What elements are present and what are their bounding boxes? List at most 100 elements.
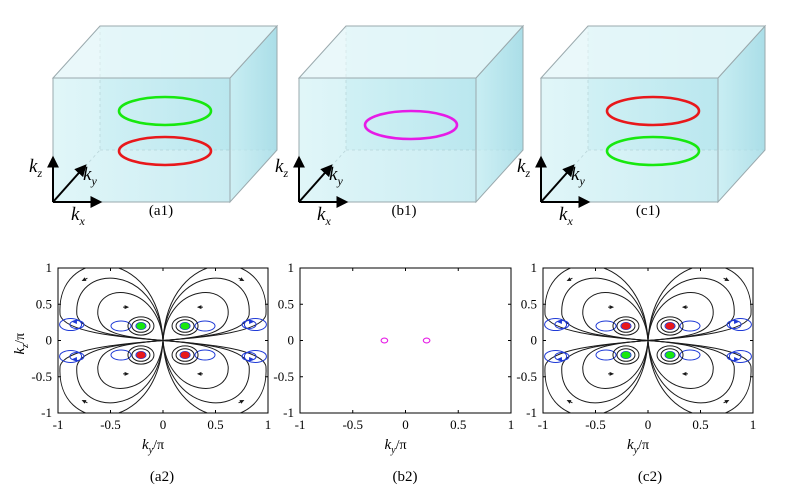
streamline-inner [582,340,649,366]
streamline-core-loop [616,348,636,362]
x-tick-label: 0 [160,417,167,432]
blue-vortex-loop [59,349,83,363]
plot-content [380,337,431,344]
ring-crossing-point [665,322,675,330]
x-tick-label: -0.5 [100,417,121,432]
streamline-core-loop [612,345,640,365]
streamline-outer [647,292,714,341]
y-tick-label: 0.5 [36,296,52,311]
blue-vortex-loop [59,318,83,332]
streamline-core-loop [660,319,680,333]
blue-vortex-loop [679,320,701,332]
kz-sub: z [282,166,288,180]
plot-content [59,268,267,413]
panel-label-b1: (b1) [392,203,417,219]
streamline-outer [97,292,164,341]
nodal-ring-red [117,135,213,167]
streamline-core-loop [175,319,195,333]
x-tick-label: -1 [538,417,549,432]
streamline-outer [647,340,752,413]
blue-vortex-loop [726,320,742,330]
y-tick-label: 1 [46,260,53,275]
kz-label: kz [517,156,530,180]
kx-label: kx [317,204,331,228]
blue-vortex-loop [554,320,570,330]
streamline-inner [647,315,714,341]
streamline-core-loop [656,345,684,365]
x-tick-label: 0 [402,417,409,432]
ky-axis-arrow [540,164,575,203]
streamline-outer [544,340,649,413]
ring-crossing-point [136,351,146,359]
stream-plot-a2: -1-1 -0.5 -0.5 0 0 0.5 0.5 1 1 ky/π kz/π [12,260,271,456]
ky-axis-arrow [52,164,87,203]
streamline-core-loop [127,345,155,365]
x-axis-label: ky/π [384,437,406,456]
x-axis-label: ky/π [142,437,164,456]
streamline-arrow [723,277,730,282]
streamline-outer [561,277,649,341]
x-tick-label: 1 [508,417,515,432]
x-axis-label-tail: /π [396,438,407,453]
kz-sub: z [524,166,530,180]
streamline-arrow [81,399,88,404]
blue-vortex-loop [728,349,752,363]
y-axis-label-sub: z [20,344,31,349]
streamline-core-loop [656,316,684,336]
streamline-arrow [238,277,245,282]
kx-label: kx [71,204,85,228]
streamline-arrow [723,399,730,404]
streamline-outer [59,268,164,341]
streamline-outer [162,340,267,413]
streamline-outer [162,268,267,341]
ky-axis-arrow [298,164,333,203]
streamline-arrow [238,399,245,404]
ring-crossing-point [665,351,675,359]
ring-crossing-point [136,322,146,330]
ring-crossing-point [180,322,190,330]
x-tick-label: -0.5 [585,417,606,432]
y-tick-label: -1 [526,405,537,420]
nodal-ring-magenta [363,109,459,141]
streamline-inner [162,315,229,341]
streamline-inner [582,315,649,341]
x-axis-label-sub: y [390,445,396,456]
ky-sub: y [336,174,343,188]
x-tick-label: -1 [53,417,64,432]
x-tick-label: 0 [645,417,652,432]
ky-sub: y [578,174,585,188]
streamline-core-loop [612,316,640,336]
x-tick-label: 0.5 [692,417,708,432]
x-axis-label-tail: /π [638,438,649,453]
streamline-arrow [81,277,88,282]
y-tick-label: -0.5 [273,369,294,384]
streamline-outer [647,340,714,389]
x-tick-label: 0.5 [450,417,466,432]
streamline-core-loop [131,348,151,362]
cube-front-face [298,77,477,203]
blue-vortex-loop [110,320,132,332]
streamline-outer [647,268,752,341]
y-tick-label: 0 [46,333,53,348]
streamline-core-loop [127,316,155,336]
blue-vortex-loop [554,351,570,361]
kz-sub: z [36,166,42,180]
streamline-core-loop [131,319,151,333]
blue-vortex-loop [726,351,742,361]
ring-crossing-point [380,337,389,344]
panel-label-a1: (a1) [149,203,173,219]
streamline-outer [582,340,649,389]
streamline-inner [647,340,714,366]
y-tick-label: 0 [531,333,538,348]
streamline-outer [582,292,649,341]
y-axis-label: kz/π [12,333,31,355]
kz-label: kz [29,156,42,180]
streamline-outer [162,340,229,389]
streamline-outer [162,340,250,404]
panel-label-c2: (c2) [638,469,662,485]
x-axis-label-sub: y [633,445,639,456]
